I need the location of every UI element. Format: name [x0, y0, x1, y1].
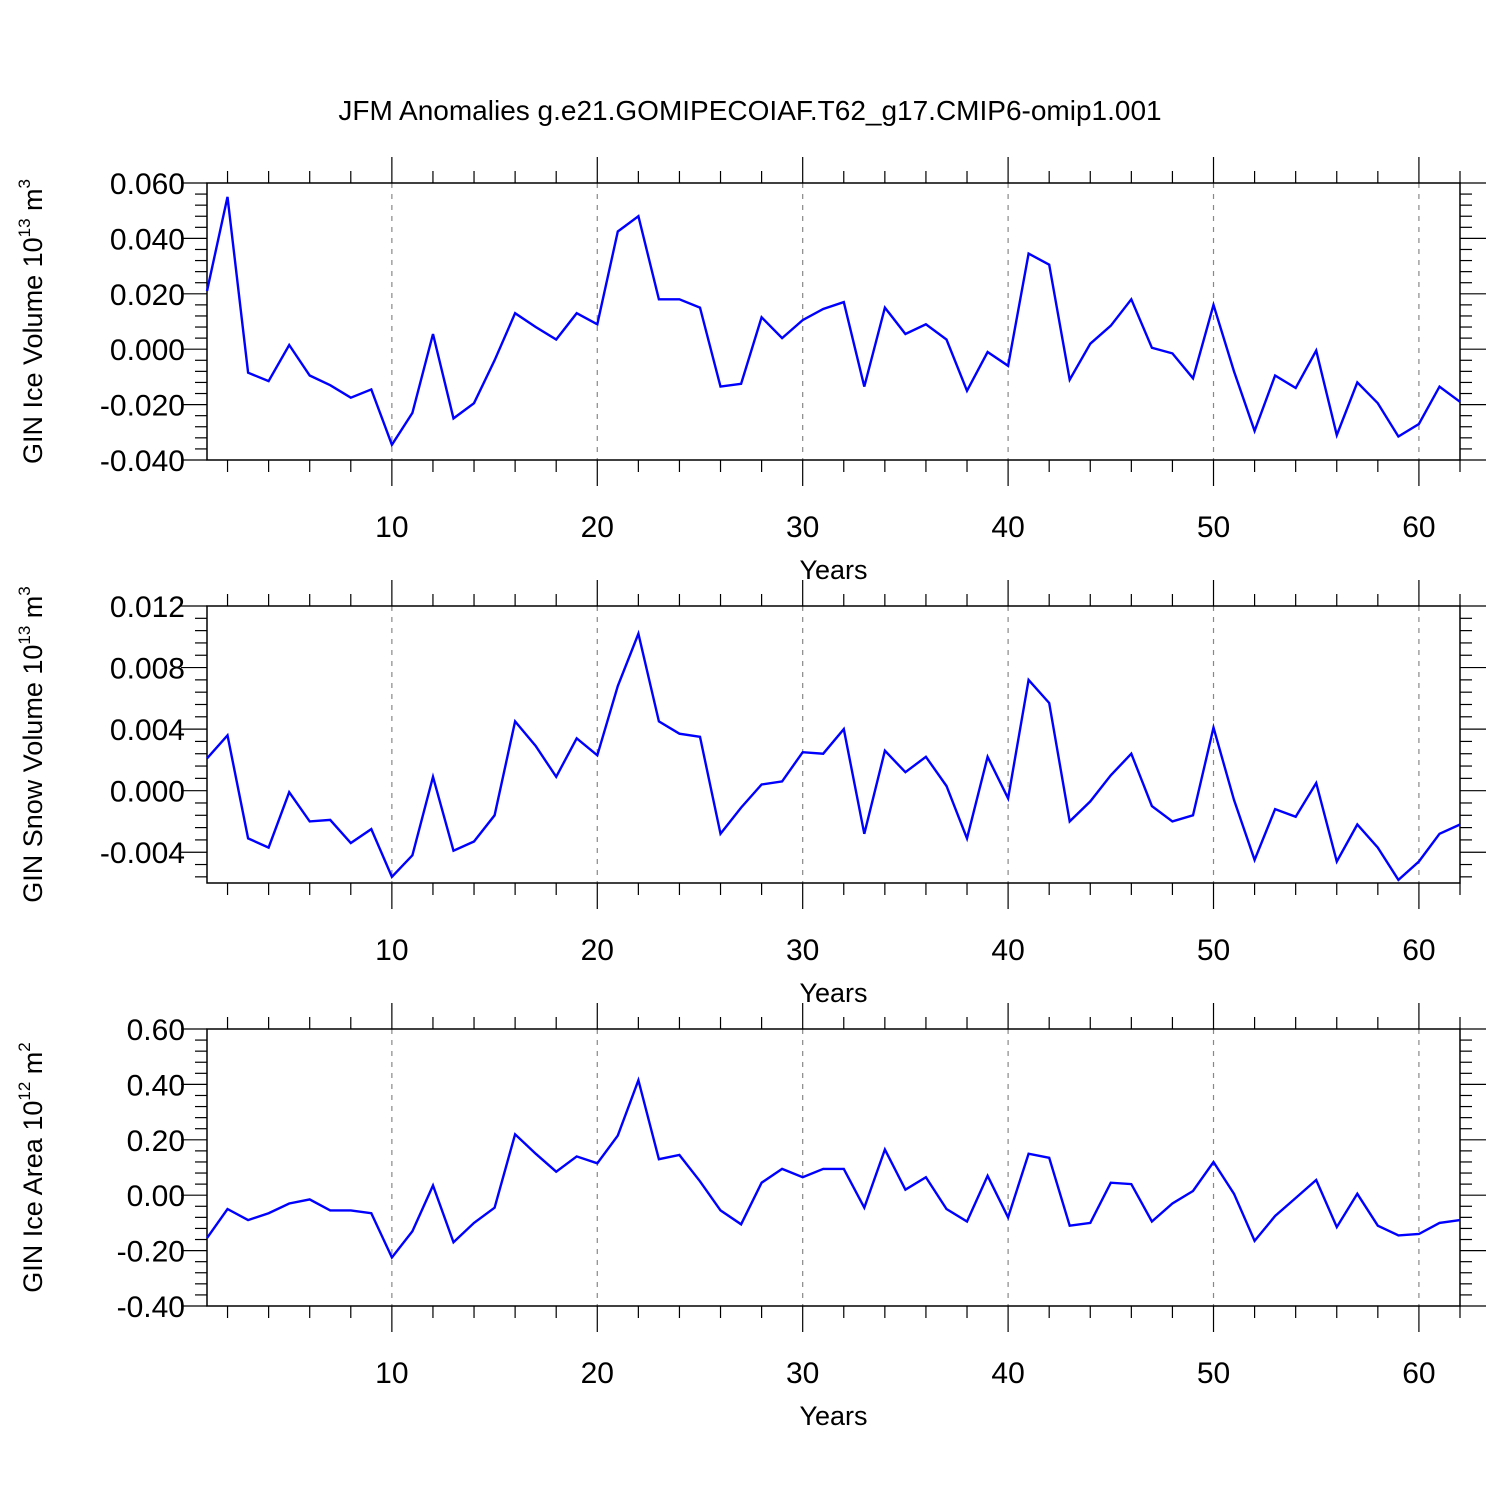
x-tick-label: 40	[991, 934, 1024, 967]
y-tick-label: 0.000	[110, 776, 185, 809]
x-tick-label: 50	[1197, 1357, 1230, 1390]
x-tick-label: 20	[581, 1357, 614, 1390]
y-axis-title: GIN Snow Volume 1013 m3	[15, 586, 48, 903]
y-tick-label: -0.004	[100, 837, 185, 870]
y-tick-label: 0.20	[127, 1125, 185, 1158]
x-tick-label: 30	[786, 1357, 819, 1390]
y-tick-label: 0.000	[110, 334, 185, 367]
panels: 10 20 30 40 50 60 Years -0.040 -0.020 0.000 0.020 0…	[15, 157, 1486, 1431]
x-tick-label: 60	[1402, 511, 1435, 544]
y-axis-title-exponent: 13	[15, 218, 34, 237]
figure-title: JFM Anomalies g.e21.GOMIPECOIAF.T62_g17.…	[338, 95, 1161, 126]
series-line	[205, 196, 1461, 448]
x-tick-label: 10	[375, 934, 408, 967]
y-tick-label: -0.040	[100, 445, 185, 478]
y-tick-label: 0.60	[127, 1014, 185, 1047]
x-tick-label: 50	[1197, 934, 1230, 967]
series-line	[206, 1076, 1461, 1260]
plot-frame	[206, 605, 1461, 884]
y-axis-title-unit-exponent: 3	[15, 586, 34, 595]
panel-1: 10 20 30 40 50 60 Years -0.040 -0.020 0.000 0.020 0…	[15, 157, 1486, 585]
panel-2: 10 20 30 40 50 60 Years -0.004 0.000 0.004 0.008 0.…	[15, 580, 1486, 1008]
x-axis-title: Years	[799, 1401, 867, 1431]
plot-frame	[206, 1028, 1461, 1307]
x-tick-label: 10	[375, 511, 408, 544]
y-tick-label: 0.060	[110, 168, 185, 201]
x-tick-label: 20	[581, 934, 614, 967]
y-tick-label: 0.040	[110, 223, 185, 256]
x-tick-label: 30	[786, 934, 819, 967]
y-tick-label: 0.004	[110, 714, 185, 747]
x-tick-label: 30	[786, 511, 819, 544]
x-axis-title: Years	[799, 978, 867, 1008]
y-axis-title: GIN Ice Volume 1013 m3	[15, 179, 48, 464]
x-axis-title: Years	[799, 555, 867, 585]
y-tick-label: 0.00	[127, 1180, 185, 1213]
y-axis-title-unit-exponent: 3	[15, 179, 34, 188]
y-tick-label: 0.020	[110, 279, 185, 312]
x-tick-label: 60	[1402, 1357, 1435, 1390]
y-tick-label: -0.20	[117, 1236, 185, 1269]
y-axis-title-exponent: 12	[15, 1082, 34, 1101]
y-axis-title: GIN Ice Area 1012 m2	[15, 1042, 48, 1293]
x-tick-label: 20	[581, 511, 614, 544]
y-axis-title-unit: m	[18, 1052, 48, 1082]
y-tick-label: 0.012	[110, 591, 185, 624]
y-axis-title-unit-exponent: 2	[15, 1042, 34, 1051]
x-tick-label: 50	[1197, 511, 1230, 544]
y-axis-title-unit: m	[18, 188, 48, 218]
series-line	[206, 629, 1461, 882]
y-tick-label: 0.40	[127, 1069, 185, 1102]
y-axis-title-text: GIN Snow Volume 10	[18, 645, 48, 903]
y-axis-title-exponent: 13	[15, 626, 34, 645]
y-axis-title-unit: m	[18, 596, 48, 626]
y-tick-label: 0.008	[110, 653, 185, 686]
x-tick-label: 10	[375, 1357, 408, 1390]
y-axis-title-text: GIN Ice Area 10	[18, 1101, 48, 1293]
x-tick-label: 40	[991, 1357, 1024, 1390]
plot-frame	[206, 182, 1461, 461]
x-tick-label: 40	[991, 511, 1024, 544]
y-axis-title-text: GIN Ice Volume 10	[18, 237, 48, 464]
x-tick-label: 60	[1402, 934, 1435, 967]
y-tick-label: -0.40	[117, 1291, 185, 1324]
panel-3: 10 20 30 40 50 60 Years -0.40 -0.20 0.00 0.20 0.40 0…	[15, 1003, 1486, 1431]
y-tick-label: -0.020	[100, 390, 185, 423]
